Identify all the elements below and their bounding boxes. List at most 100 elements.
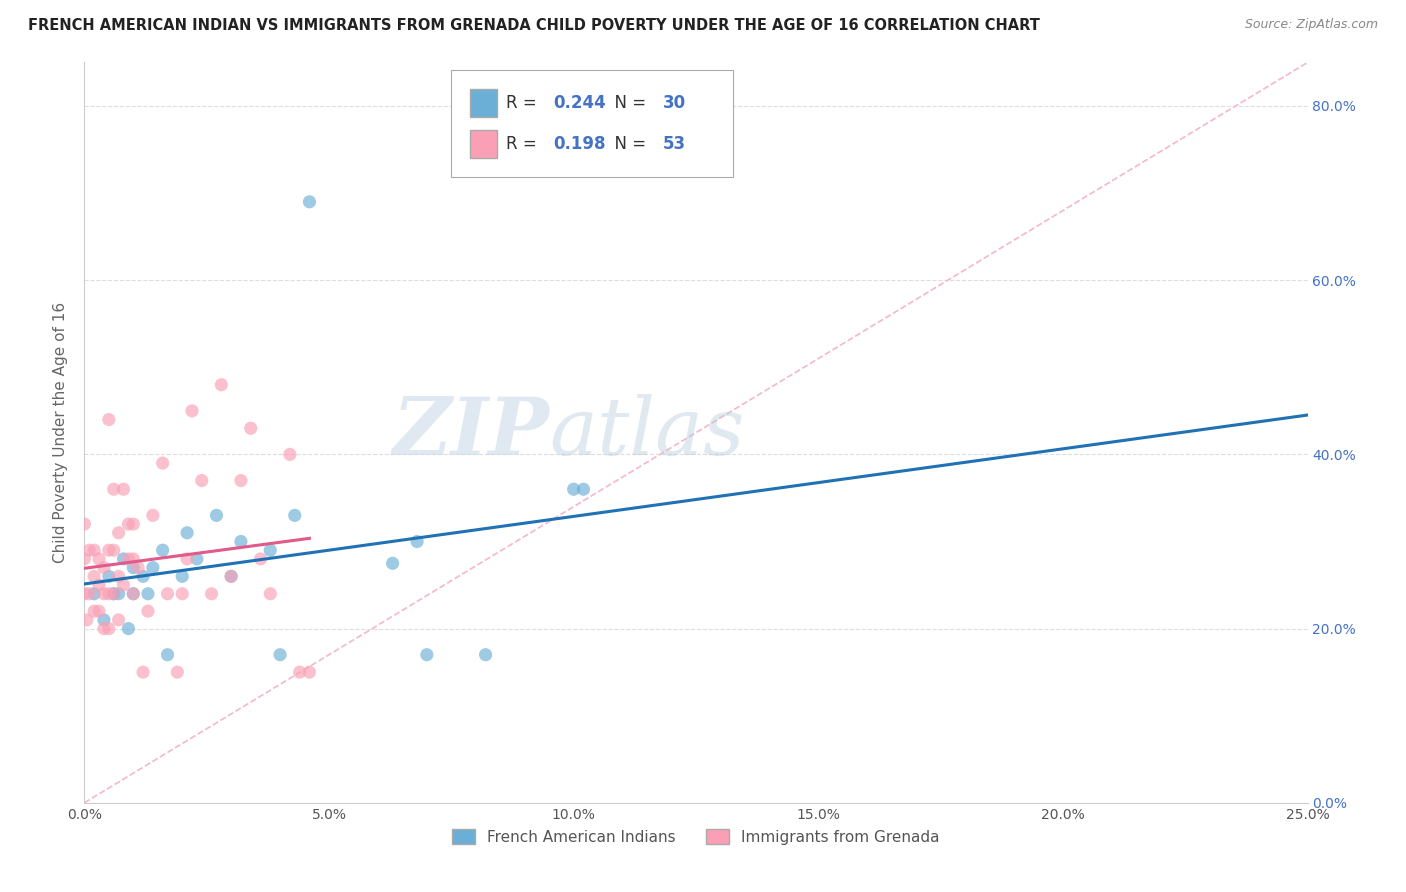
- Point: [93, 613, 115, 627]
- Point: [97, 412, 120, 426]
- Point: [181, 404, 204, 418]
- Point: [298, 665, 321, 680]
- Point: [73, 517, 96, 532]
- Point: [107, 613, 129, 627]
- Point: [186, 552, 208, 566]
- Point: [219, 569, 242, 583]
- Point: [166, 665, 188, 680]
- Point: [381, 556, 404, 570]
- FancyBboxPatch shape: [451, 70, 733, 178]
- Point: [93, 622, 115, 636]
- Point: [127, 560, 149, 574]
- Point: [77, 543, 100, 558]
- Point: [122, 552, 145, 566]
- Point: [83, 543, 105, 558]
- Point: [103, 543, 125, 558]
- Text: atlas: atlas: [550, 394, 745, 471]
- Point: [122, 517, 145, 532]
- Point: [229, 474, 252, 488]
- Point: [107, 525, 129, 540]
- Text: R =: R =: [506, 135, 547, 153]
- Text: 30: 30: [664, 95, 686, 112]
- Point: [416, 648, 439, 662]
- Point: [87, 604, 110, 618]
- Y-axis label: Child Poverty Under the Age of 16: Child Poverty Under the Age of 16: [53, 302, 69, 563]
- Legend: French American Indians, Immigrants from Grenada: French American Indians, Immigrants from…: [446, 822, 946, 851]
- Text: FRENCH AMERICAN INDIAN VS IMMIGRANTS FROM GRENADA CHILD POVERTY UNDER THE AGE OF: FRENCH AMERICAN INDIAN VS IMMIGRANTS FRO…: [28, 18, 1040, 33]
- Point: [97, 569, 120, 583]
- Text: N =: N =: [605, 95, 651, 112]
- Text: ZIP: ZIP: [392, 394, 550, 471]
- Point: [103, 587, 125, 601]
- Point: [278, 447, 301, 461]
- Point: [259, 587, 281, 601]
- Point: [172, 569, 194, 583]
- Point: [83, 569, 105, 583]
- Point: [132, 665, 155, 680]
- Point: [152, 456, 174, 470]
- Point: [112, 482, 135, 496]
- Point: [259, 543, 281, 558]
- Point: [136, 604, 159, 618]
- FancyBboxPatch shape: [470, 89, 496, 117]
- Point: [142, 560, 165, 574]
- Text: R =: R =: [506, 95, 543, 112]
- Point: [156, 587, 179, 601]
- Point: [298, 194, 321, 209]
- Point: [117, 552, 139, 566]
- Text: Source: ZipAtlas.com: Source: ZipAtlas.com: [1244, 18, 1378, 31]
- Point: [76, 613, 98, 627]
- FancyBboxPatch shape: [470, 130, 496, 158]
- Point: [87, 578, 110, 592]
- Point: [136, 587, 159, 601]
- Point: [97, 622, 120, 636]
- Point: [269, 648, 291, 662]
- Point: [97, 587, 120, 601]
- Point: [152, 543, 174, 558]
- Point: [112, 552, 135, 566]
- Point: [73, 587, 96, 601]
- Point: [83, 604, 105, 618]
- Point: [122, 587, 145, 601]
- Point: [142, 508, 165, 523]
- Point: [191, 474, 214, 488]
- Text: 0.198: 0.198: [553, 135, 606, 153]
- Point: [107, 569, 129, 583]
- Point: [239, 421, 262, 435]
- Point: [122, 560, 145, 574]
- Point: [73, 552, 96, 566]
- Point: [132, 569, 155, 583]
- Point: [229, 534, 252, 549]
- Point: [103, 587, 125, 601]
- Point: [562, 482, 585, 496]
- Point: [156, 648, 179, 662]
- Point: [87, 552, 110, 566]
- Text: 53: 53: [664, 135, 686, 153]
- Point: [97, 543, 120, 558]
- Point: [288, 665, 311, 680]
- Point: [176, 525, 198, 540]
- Point: [83, 587, 105, 601]
- Point: [572, 482, 595, 496]
- Text: 0.244: 0.244: [553, 95, 606, 112]
- Point: [172, 587, 194, 601]
- Point: [122, 587, 145, 601]
- Point: [112, 578, 135, 592]
- Point: [107, 587, 129, 601]
- Point: [176, 552, 198, 566]
- Point: [93, 587, 115, 601]
- Point: [117, 622, 139, 636]
- Point: [209, 377, 232, 392]
- Point: [77, 587, 100, 601]
- Point: [93, 560, 115, 574]
- Point: [474, 648, 496, 662]
- Text: N =: N =: [605, 135, 651, 153]
- Point: [205, 508, 228, 523]
- Point: [284, 508, 307, 523]
- Point: [117, 517, 139, 532]
- Point: [406, 534, 429, 549]
- Point: [103, 482, 125, 496]
- Point: [219, 569, 242, 583]
- Point: [200, 587, 222, 601]
- Point: [249, 552, 271, 566]
